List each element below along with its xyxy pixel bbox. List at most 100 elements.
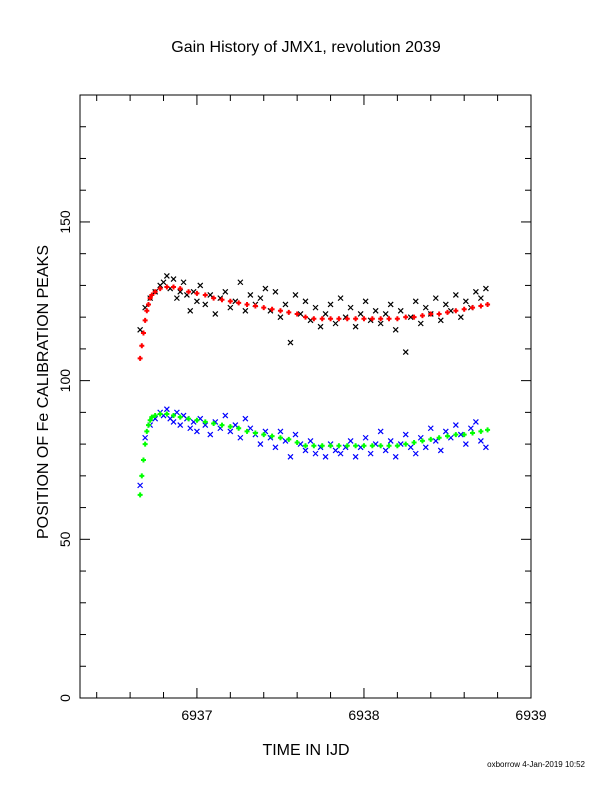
- data-point: [287, 339, 294, 346]
- data-point: [277, 435, 283, 441]
- data-point: [402, 349, 409, 355]
- data-point: [261, 432, 267, 438]
- data-point: [140, 457, 146, 463]
- data-point: [372, 307, 379, 314]
- data-point: [332, 447, 339, 454]
- data-point: [164, 411, 170, 417]
- data-point: [177, 414, 183, 420]
- data-point: [186, 289, 192, 295]
- data-point: [462, 298, 469, 305]
- data-point: [478, 303, 484, 309]
- data-point: [177, 288, 184, 295]
- data-point: [477, 438, 484, 444]
- data-point: [428, 436, 434, 442]
- data-point: [262, 285, 269, 292]
- data-point: [244, 301, 250, 307]
- data-point: [149, 414, 155, 420]
- data-point: [269, 433, 275, 439]
- data-point: [287, 453, 294, 460]
- x-tick-label: 6939: [515, 707, 546, 723]
- data-point: [361, 316, 367, 322]
- y-axis-ticks: 0 50 100 150: [57, 94, 531, 702]
- data-point: [378, 316, 384, 322]
- data-point: [247, 292, 254, 298]
- data-point: [157, 411, 163, 417]
- data-point: [170, 418, 177, 425]
- data-point: [452, 292, 459, 298]
- data-point: [303, 443, 308, 449]
- data-point: [211, 295, 217, 301]
- data-point: [353, 443, 359, 449]
- data-point: [173, 409, 180, 416]
- data-point: [144, 428, 150, 434]
- data-point: [252, 303, 258, 309]
- data-point: [170, 276, 177, 282]
- data-point: [152, 413, 158, 419]
- data-point: [294, 311, 300, 317]
- data-point: [336, 443, 342, 449]
- data-point: [142, 441, 148, 447]
- data-point: [417, 320, 424, 327]
- data-point: [312, 450, 319, 457]
- data-point: [147, 295, 153, 301]
- data-point: [186, 416, 192, 422]
- data-point: [227, 298, 233, 304]
- data-point: [252, 430, 258, 436]
- data-point: [461, 306, 467, 312]
- data-point: [269, 306, 275, 312]
- data-point: [328, 443, 334, 449]
- data-point: [227, 428, 234, 435]
- data-point: [411, 440, 417, 446]
- data-point: [419, 313, 425, 319]
- data-point: [219, 297, 225, 303]
- data-point: [232, 422, 239, 428]
- data-point: [163, 406, 170, 413]
- data-point: [202, 422, 209, 428]
- data-point: [277, 308, 283, 314]
- data-point: [261, 305, 267, 311]
- data-point: [180, 279, 187, 286]
- data-point: [462, 441, 469, 448]
- data-point: [477, 295, 484, 302]
- data-point: [444, 433, 450, 439]
- data-point: [386, 316, 392, 322]
- data-point: [397, 307, 404, 314]
- data-point: [202, 301, 209, 308]
- data-point: [311, 443, 317, 449]
- data-point: [470, 430, 476, 436]
- data-point: [145, 422, 151, 428]
- data-point: [144, 308, 150, 314]
- data-point: [403, 441, 409, 447]
- data-point: [211, 420, 217, 426]
- data-point: [171, 413, 177, 419]
- data-point: [187, 307, 194, 314]
- data-point: [436, 435, 442, 441]
- data-point: [369, 316, 375, 322]
- data-point: [227, 304, 234, 311]
- series-2: [137, 406, 489, 489]
- data-point: [422, 444, 429, 451]
- data-point: [194, 290, 200, 296]
- data-point: [382, 311, 389, 317]
- data-point: [347, 304, 354, 311]
- data-point: [311, 316, 317, 322]
- data-point: [137, 492, 143, 498]
- data-point: [394, 316, 400, 322]
- data-point: [317, 323, 324, 330]
- data-point: [347, 438, 354, 444]
- data-point: [332, 320, 339, 327]
- data-point: [337, 450, 344, 457]
- data-point: [467, 425, 474, 432]
- data-point: [437, 447, 444, 454]
- data-point: [392, 453, 399, 460]
- data-point: [336, 316, 342, 322]
- data-point: [237, 434, 244, 441]
- data-point: [247, 425, 254, 432]
- data-point: [194, 298, 200, 305]
- series-3: [137, 411, 491, 498]
- data-point: [244, 428, 250, 434]
- data-point: [319, 443, 325, 449]
- data-point: [139, 473, 145, 479]
- data-point: [297, 311, 304, 317]
